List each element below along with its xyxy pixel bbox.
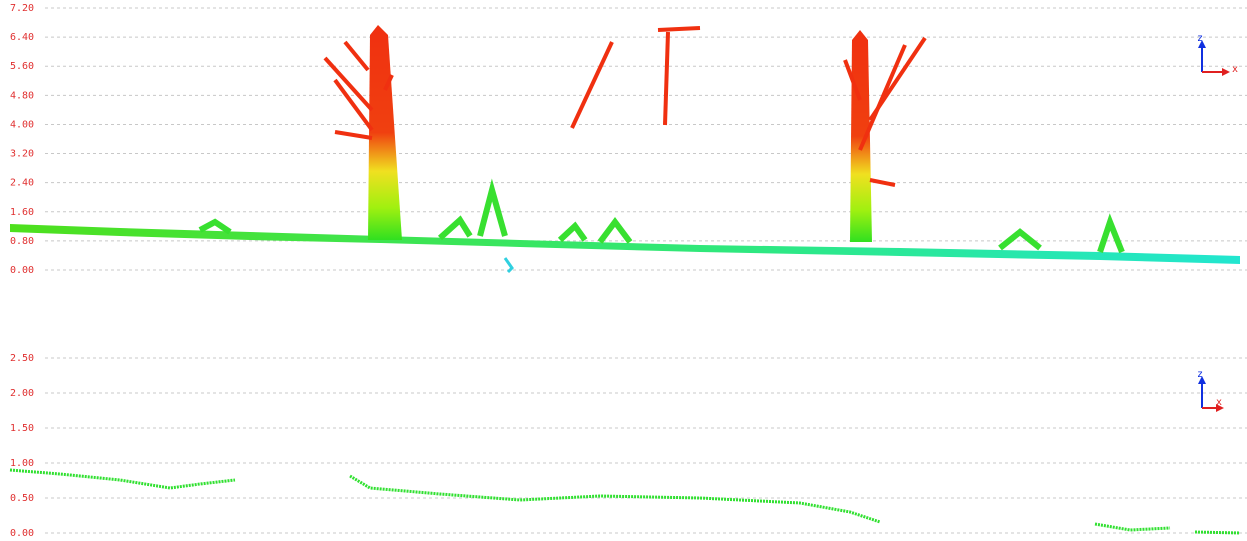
profile-viewer: z x z x 0.00 0.80 1.60 2.40 3.20 4.00 4.80 5.60…: [0, 0, 1247, 541]
y-tick-label: 0.00: [10, 265, 34, 276]
axis-label: z: [1197, 369, 1203, 380]
y-tick-label: 1.50: [10, 423, 34, 434]
axis-gizmo-bottom: z x: [1197, 369, 1224, 412]
y-tick-label: 6.40: [10, 32, 34, 43]
y-tick-label: 2.50: [10, 353, 34, 364]
y-tick-label: 1.00: [10, 458, 34, 469]
axis-label: x: [1232, 64, 1238, 75]
point-cloud-top: [10, 25, 1240, 272]
grid-layer: [45, 8, 1247, 533]
y-tick-label: 0.00: [10, 528, 34, 539]
point-cloud-bottom: [10, 470, 1240, 533]
y-tick-label: 5.60: [10, 61, 34, 72]
y-tick-label: 4.80: [10, 90, 34, 101]
y-tick-label: 2.40: [10, 178, 34, 189]
y-tick-label: 3.20: [10, 149, 34, 160]
y-tick-label: 2.00: [10, 388, 34, 399]
axis-label: x: [1216, 397, 1222, 408]
y-tick-label: 0.50: [10, 493, 34, 504]
axis-label: z: [1197, 33, 1203, 44]
axis-gizmo-top: z x: [1197, 33, 1238, 76]
y-tick-label: 0.80: [10, 236, 34, 247]
y-tick-label: 7.20: [10, 3, 34, 14]
y-tick-label: 4.00: [10, 119, 34, 130]
y-tick-label: 1.60: [10, 207, 34, 218]
